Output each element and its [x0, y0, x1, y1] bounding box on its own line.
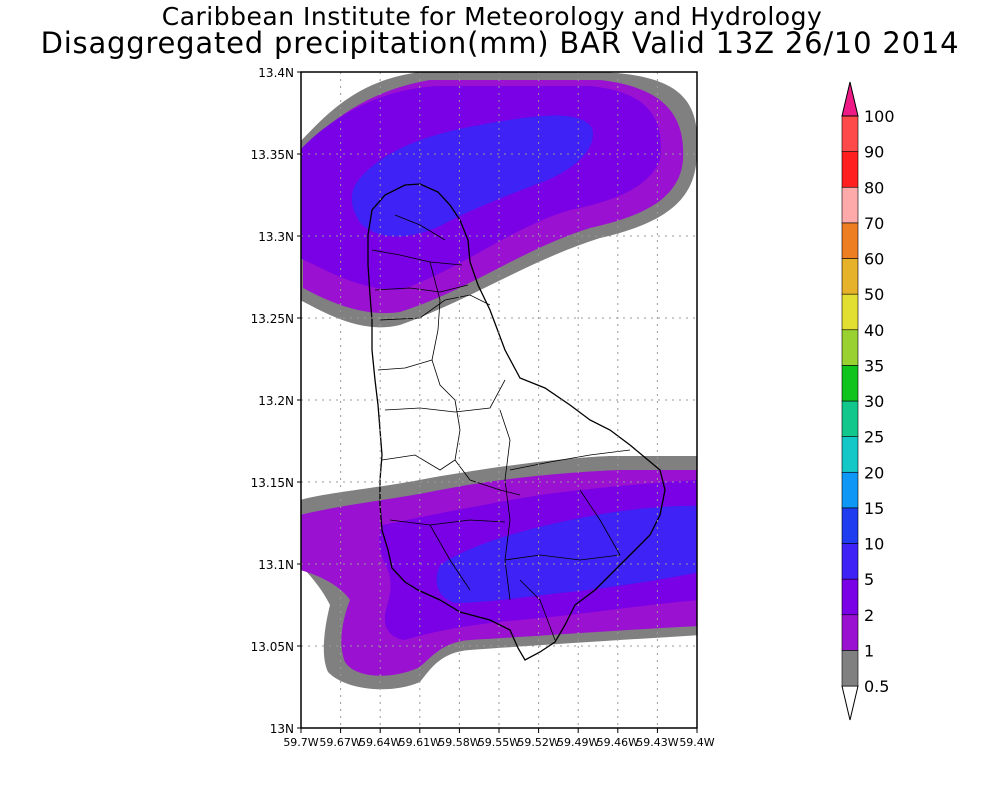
lon-label: 59.58W	[438, 736, 480, 749]
colorbar-label: 1	[864, 641, 874, 660]
colorbar-label: 20	[864, 463, 884, 482]
colorbar-swatch	[841, 436, 859, 473]
colorbar-swatch	[841, 471, 859, 509]
colorbar-swatch	[841, 293, 859, 331]
lon-label: 59.55W	[478, 736, 520, 749]
lon-label: 59.64W	[359, 736, 401, 749]
lat-label: 13.15N	[251, 476, 294, 490]
colorbar-swatch	[841, 614, 859, 651]
lon-label: 59.46W	[597, 736, 639, 749]
lat-label: 13.05N	[251, 640, 294, 654]
island-outline	[367, 183, 666, 661]
longitude-labels: 59.7W 59.67W 59.64W 59.61W 59.58W 59.55W…	[283, 736, 714, 749]
colorbar-label: 60	[864, 250, 884, 269]
lat-label: 13.1N	[258, 558, 294, 572]
lat-label: 13N	[270, 722, 294, 736]
lon-label: 59.4W	[679, 736, 714, 749]
colorbar-swatch	[841, 543, 859, 580]
title-product: Disaggregated precipitation(mm) BAR Vali…	[40, 26, 960, 60]
colorbar-swatch	[841, 329, 859, 366]
colorbar-label: 80	[864, 178, 884, 197]
colorbar-label: 25	[864, 428, 884, 447]
colorbar-upper-arrow	[841, 81, 859, 117]
lat-label: 13.35N	[251, 148, 294, 162]
island-boundaries	[371, 214, 631, 641]
lon-label: 59.49W	[557, 736, 599, 749]
lon-label: 59.52W	[517, 736, 559, 749]
colorbar-label: 70	[864, 214, 884, 233]
lon-label: 59.67W	[319, 736, 361, 749]
colorbar-swatch	[841, 222, 859, 259]
title-institute: Caribbean Institute for Meteorology and …	[161, 2, 823, 31]
colorbar-label: 100	[864, 107, 895, 126]
colorbar-swatch	[841, 365, 859, 402]
lat-label: 13.3N	[258, 230, 294, 244]
latitude-labels: 13.4N 13.35N 13.3N 13.25N 13.2N 13.15N 1…	[251, 66, 294, 736]
north-band-5mm	[351, 115, 593, 237]
lat-label: 13.4N	[258, 66, 294, 80]
colorbar-label: 40	[864, 321, 884, 340]
colorbar-label: 15	[864, 499, 884, 518]
colorbar-swatch	[841, 650, 859, 687]
colorbar-swatch	[841, 258, 859, 295]
colorbar-label: 50	[864, 285, 884, 304]
precipitation-field	[301, 72, 697, 690]
colorbar-label: 30	[864, 392, 884, 411]
colorbar-swatch	[841, 186, 859, 224]
colorbar-label: 35	[864, 356, 884, 375]
colorbar-swatch	[841, 507, 859, 544]
lon-label: 59.43W	[636, 736, 678, 749]
colorbar-label: 0.5	[864, 677, 889, 696]
colorbar-label: 90	[864, 143, 884, 162]
lon-label: 59.61W	[399, 736, 441, 749]
lat-label: 13.25N	[251, 312, 294, 326]
colorbar-swatch	[841, 400, 859, 437]
colorbar-label: 10	[864, 535, 884, 554]
axis-ticks	[297, 71, 698, 733]
south-band-5mm	[436, 505, 697, 603]
colorbar-label: 2	[864, 606, 874, 625]
colorbar-swatch	[841, 578, 859, 616]
lat-label: 13.2N	[258, 394, 294, 408]
colorbar-lower-arrow	[841, 685, 859, 721]
grid-lines	[301, 72, 697, 728]
colorbar-label: 5	[864, 570, 874, 589]
colorbar-swatch	[841, 115, 859, 152]
lon-label: 59.7W	[283, 736, 318, 749]
colorbar-swatch	[841, 151, 859, 188]
